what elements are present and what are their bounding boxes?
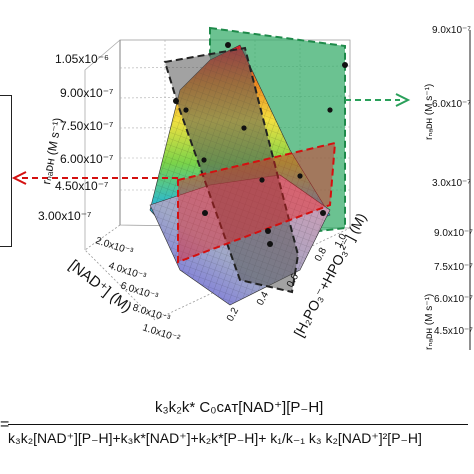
data-point <box>241 125 247 131</box>
right-bottom-axis-label: rₙₐᴅʜ (M s⁻¹) <box>424 294 435 350</box>
x-tick-label: 2.0x10⁻³ <box>94 235 135 258</box>
data-point <box>183 107 189 113</box>
y-tick-label: 0.8 <box>313 246 329 264</box>
data-point <box>173 98 179 104</box>
right-tick-label: 7.5x10⁻⁷ <box>434 262 473 273</box>
z-tick-label: 1.05x10⁻⁶ <box>55 52 109 66</box>
equation-denominator: k₃k₂[NAD⁺][P₋H]+k₃k*[NAD⁺]+k₂k*[P₋H]+ k₁… <box>8 430 422 446</box>
right-tick-label: 9.0x10⁻⁷ <box>434 228 473 239</box>
right-top-axis-label: rₙₐᴅʜ (M s⁻¹) <box>424 84 435 140</box>
data-point <box>327 107 333 113</box>
x-tick-label: 8.0x10⁻³ <box>131 302 172 325</box>
right-tick-label: 3.0x10⁻⁷ <box>432 178 471 189</box>
data-point <box>342 62 348 68</box>
right-tick-label: 4.5x10⁻⁷ <box>434 326 473 337</box>
y-tick-label: 0.2 <box>225 306 241 324</box>
z-tick-label: 9.00x10⁻⁷ <box>60 86 113 100</box>
gray-plane <box>163 46 300 294</box>
right-tick-label: 9.0x10⁻⁷ <box>432 25 471 36</box>
data-point <box>267 241 273 247</box>
fraction-bar <box>8 424 468 425</box>
z-tick-label: 7.50x10⁻⁷ <box>60 119 113 133</box>
arrow-right-head <box>395 93 411 107</box>
z-tick-label: 6.00x10⁻⁷ <box>60 152 113 166</box>
data-point <box>259 177 265 183</box>
right-bottom-ticks: 9.0x10⁻⁷ 7.5x10⁻⁷ 6.0x10⁻⁷ 4.5x10⁻⁷ <box>434 228 473 337</box>
right-tick-label: 6.0x10⁻⁷ <box>434 294 473 305</box>
data-point <box>202 210 208 216</box>
x-tick-label: 4.0x10⁻³ <box>107 260 148 283</box>
data-points <box>173 42 348 247</box>
right-top-ticks: 9.0x10⁻⁷ 6.0x10⁻⁷ 3.0x10⁻⁷ <box>432 25 471 189</box>
equation-numerator: k₃k₂k* C₀ᴄᴀᴛ[NAD⁺][P₋H] <box>155 399 324 416</box>
z-tick-labels: 1.05x10⁻⁶ 9.00x10⁻⁷ 7.50x10⁻⁷ 6.00x10⁻⁷ … <box>38 52 113 223</box>
equation-equals: = <box>0 416 10 433</box>
data-point <box>265 228 271 234</box>
left-panel-edge <box>0 95 12 247</box>
x-tick-label: 1.0x10⁻² <box>141 322 182 345</box>
data-point <box>201 157 207 163</box>
red-plane <box>177 141 337 264</box>
rate-equation: = k₃k₂k* C₀ᴄᴀᴛ[NAD⁺][P₋H] k₃k₂[NAD⁺][P₋H… <box>0 392 474 474</box>
arrow-left-head <box>11 171 27 185</box>
data-point <box>297 173 303 179</box>
z-tick-label: 4.50x10⁻⁷ <box>55 179 108 193</box>
data-point <box>225 42 231 48</box>
data-point <box>320 210 326 216</box>
z-tick-label: 3.00x10⁻⁷ <box>38 209 91 223</box>
y-tick-label: 0.4 <box>255 290 271 308</box>
right-tick-label: 6.0x10⁻⁷ <box>432 99 471 110</box>
